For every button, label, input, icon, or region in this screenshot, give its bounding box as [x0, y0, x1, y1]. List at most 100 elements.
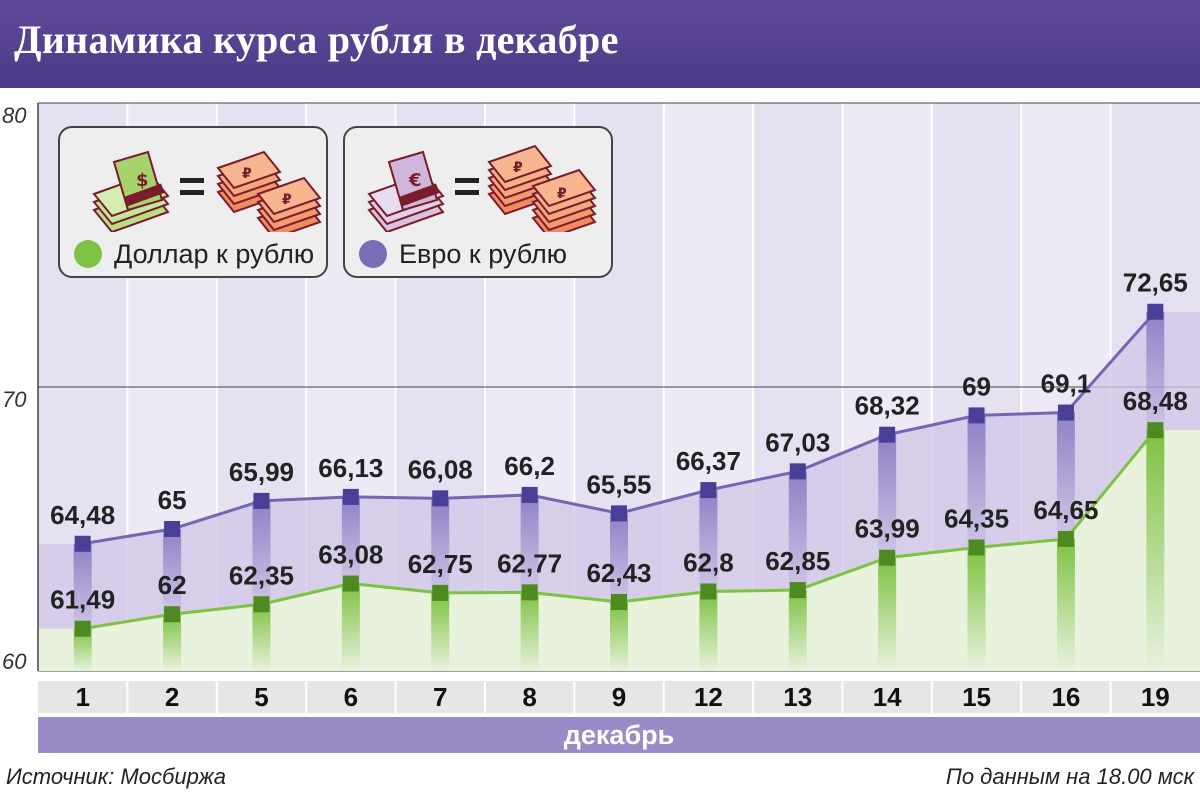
eur-marker: [164, 521, 181, 537]
usd-value-label: 62,75: [408, 549, 473, 579]
usd-bar: [431, 592, 450, 671]
usd-value-label: 62,43: [586, 558, 651, 588]
legend-usd: $ ₽ ₽ Доллар к рублю: [58, 126, 328, 278]
eur-bar: [520, 494, 539, 593]
usd-value-label: 64,35: [944, 503, 1009, 533]
source-note: Источник: Мосбиржа: [6, 764, 226, 789]
y-tick-label: 80: [2, 103, 27, 128]
svg-text:₽: ₽: [513, 160, 523, 176]
usd-value-label: 68,48: [1123, 386, 1188, 416]
x-tick-label: 16: [1051, 682, 1080, 712]
x-tick-label: 8: [522, 682, 536, 712]
svg-text:₽: ₽: [557, 186, 567, 202]
month-band: [38, 717, 1200, 753]
usd-bar: [699, 591, 718, 671]
x-tick-label: 13: [783, 682, 812, 712]
eur-bar: [788, 471, 807, 591]
usd-bar: [341, 583, 360, 671]
x-axis-band: [38, 681, 1200, 713]
svg-text:₽: ₽: [282, 192, 292, 208]
usd-bar: [73, 628, 92, 671]
eur-bar: [341, 496, 360, 584]
usd-value-label: 62: [158, 570, 187, 600]
usd-marker: [164, 606, 181, 623]
eur-value-label: 69: [962, 371, 991, 401]
eur-value-label: 66,13: [318, 453, 383, 483]
eur-bar: [73, 543, 92, 629]
eur-bar: [252, 500, 271, 605]
eur-marker: [521, 486, 538, 503]
x-tick-label: 2: [165, 682, 179, 712]
usd-bar: [520, 592, 539, 671]
y-tick-label: 60: [2, 649, 27, 674]
svg-text:€: €: [408, 170, 422, 191]
eur-value-label: 66,37: [676, 446, 741, 476]
x-tick-label: 5: [254, 682, 268, 712]
usd-area: [38, 430, 1200, 671]
eur-marker: [1147, 303, 1164, 320]
eur-marker: [342, 488, 359, 505]
usd-bar: [252, 604, 271, 671]
usd-marker: [253, 596, 270, 613]
dollar-banknotes-equals-ruble-banknotes-icon: $ ₽ ₽: [92, 150, 322, 232]
usd-marker: [611, 593, 627, 610]
x-axis-title: декабрь: [564, 720, 674, 750]
eur-value-label: 66,08: [408, 454, 473, 484]
usd-marker: [432, 584, 449, 601]
eur-value-label: 72,65: [1123, 268, 1188, 298]
usd-bar: [610, 601, 628, 671]
usd-marker: [74, 620, 91, 637]
usd-value-label: 64,65: [1033, 495, 1098, 525]
legend-usd-dot: [74, 240, 102, 268]
legend-eur: € ₽ ₽ Евро к рублю: [343, 126, 613, 278]
eur-value-label: 64,48: [50, 500, 115, 530]
eur-marker: [253, 492, 270, 509]
eur-bar: [431, 498, 450, 593]
usd-bar: [788, 590, 807, 671]
usd-marker: [521, 584, 538, 601]
eur-bar: [878, 434, 897, 558]
legend-eur-label: Евро к рублю: [399, 239, 567, 269]
x-tick-label: 12: [694, 682, 723, 712]
euro-banknotes-equals-ruble-banknotes-icon: € ₽ ₽: [367, 144, 597, 232]
usd-marker: [1057, 530, 1074, 547]
eur-value-label: 69,1: [1041, 369, 1092, 399]
x-tick-label: 15: [962, 682, 991, 712]
usd-value-label: 61,49: [50, 585, 115, 615]
eur-value-label: 68,32: [855, 391, 920, 421]
eur-marker: [700, 482, 717, 499]
usd-bar: [967, 547, 986, 671]
eur-marker: [1057, 404, 1074, 421]
eur-bar: [1146, 311, 1165, 431]
eur-value-label: 67,03: [765, 427, 830, 457]
time-note: По данным на 18.00 мск: [945, 764, 1194, 789]
usd-value-label: 62,35: [229, 560, 294, 590]
usd-marker: [789, 582, 806, 599]
x-tick-label: 1: [75, 682, 89, 712]
x-tick-label: 6: [344, 682, 358, 712]
y-tick-label: 70: [2, 387, 27, 412]
eur-value-label: 65: [158, 485, 187, 515]
eur-marker: [74, 535, 91, 552]
usd-bar: [163, 614, 182, 671]
eur-bar: [967, 415, 986, 548]
svg-text:₽: ₽: [242, 166, 252, 182]
eur-marker: [879, 426, 896, 443]
header-bar: Динамика курса рубля в декабре: [0, 0, 1200, 88]
svg-text:$: $: [136, 170, 149, 191]
legend-eur-dot: [359, 240, 387, 268]
x-tick-label: 14: [873, 682, 902, 712]
eur-marker: [968, 407, 985, 424]
page-title: Динамика курса рубля в декабре: [14, 17, 619, 62]
x-tick-label: 9: [612, 682, 626, 712]
usd-value-label: 62,77: [497, 548, 562, 578]
eur-marker: [611, 505, 627, 522]
x-tick-label: 7: [433, 682, 447, 712]
usd-marker: [968, 539, 985, 556]
usd-bar: [1146, 430, 1165, 671]
eur-bar: [1056, 412, 1075, 539]
usd-value-label: 62,8: [683, 547, 734, 577]
usd-marker: [700, 583, 717, 600]
eur-bar: [699, 490, 718, 592]
